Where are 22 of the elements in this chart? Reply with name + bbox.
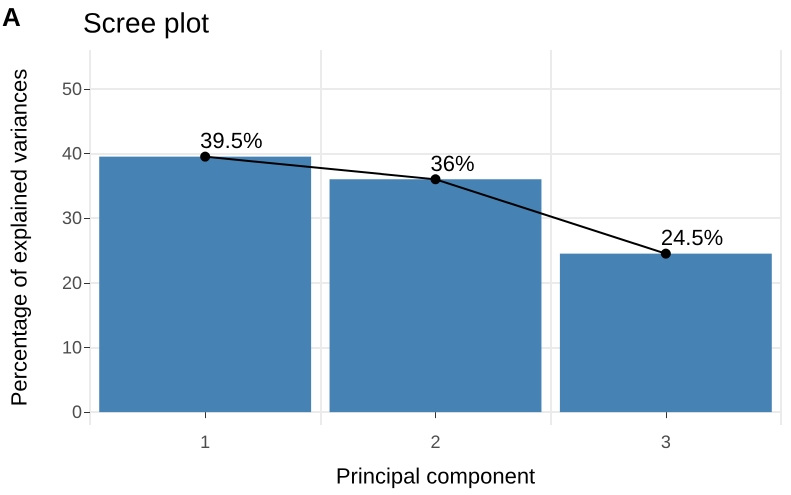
x-axis-title: Principal component — [336, 464, 536, 488]
point — [200, 152, 210, 162]
data-label: 39.5% — [200, 128, 263, 154]
x-tick-label: 2 — [430, 432, 441, 452]
point — [430, 174, 440, 184]
text: A — [2, 2, 21, 32]
bar — [99, 156, 312, 412]
y-tick-label: 50 — [62, 78, 82, 99]
y-tick-label: 30 — [62, 208, 82, 228]
point — [660, 248, 671, 259]
x-tick-label: 3 — [660, 432, 671, 452]
y-tick-label: 10 — [62, 337, 82, 358]
bar — [330, 179, 542, 412]
data-label: 24.5% — [660, 225, 724, 250]
x-tick-label: 1 — [200, 432, 210, 452]
bar — [560, 254, 772, 412]
y-tick-label: 0 — [72, 402, 82, 422]
y-tick-label: 20 — [62, 272, 82, 293]
data-label: 36% — [430, 150, 475, 176]
y-axis-title: Percentage of explained variances — [6, 68, 32, 406]
chart-title: Scree plot — [83, 8, 210, 38]
y-tick-label: 40 — [62, 143, 82, 164]
